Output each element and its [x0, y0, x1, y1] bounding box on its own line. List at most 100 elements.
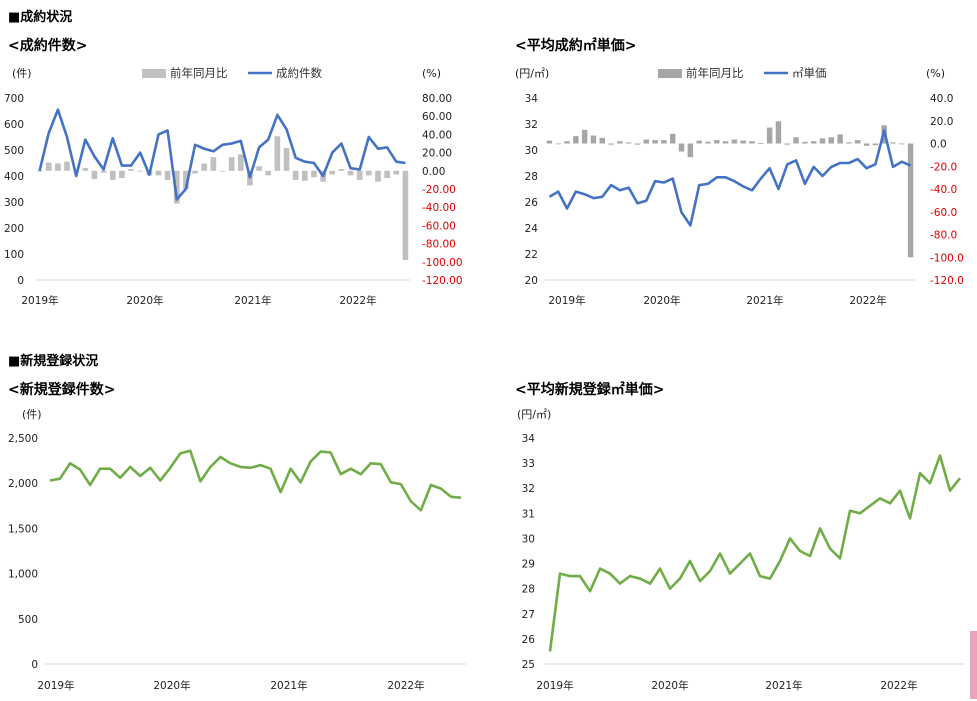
- yoy-bar: [696, 140, 702, 144]
- section-title-contracts: ■成約状況: [8, 10, 73, 25]
- yoy-bar: [634, 143, 641, 145]
- yoy-bar: [338, 168, 345, 171]
- yoy-bar: [82, 168, 89, 171]
- yoy-bar: [573, 136, 579, 144]
- yoy-bar: [678, 143, 685, 152]
- y-left-tick-label: 600: [4, 119, 24, 131]
- y-left-tick-label: 34: [522, 433, 536, 445]
- y-left-tick-label: 26: [525, 197, 539, 209]
- y-right-unit: (%): [926, 67, 945, 80]
- yoy-bar: [155, 170, 162, 176]
- y-left-tick-label: 100: [4, 249, 24, 261]
- yoy-bar: [173, 170, 180, 204]
- y-left-tick-label: 2,000: [8, 478, 38, 490]
- x-tick-label: 2021年: [270, 679, 307, 692]
- chart-title-contract-count: <成約件数>: [8, 38, 88, 54]
- yoy-bar: [890, 142, 896, 144]
- yoy-bar: [837, 134, 843, 144]
- y-left-tick-label: 30: [522, 533, 535, 545]
- yoy-bar: [311, 170, 317, 178]
- yoy-bar: [119, 170, 125, 179]
- x-tick-label: 2020年: [651, 679, 688, 692]
- yoy-bar: [661, 140, 667, 144]
- chart-title-new-listing-unit-price: <平均新規登録㎡単価>: [515, 382, 665, 398]
- y-right-tick-label: 80.00: [422, 93, 452, 105]
- y-left-tick-label: 26: [522, 634, 536, 646]
- yoy-bar: [366, 170, 372, 176]
- yoy-bar: [402, 170, 409, 260]
- x-tick-label: 2022年: [387, 679, 424, 692]
- y-left-tick-label: 28: [522, 584, 535, 596]
- y-left-tick-label: 28: [525, 171, 538, 183]
- y-left-tick-label: 0: [17, 275, 24, 287]
- x-tick-label: 2020年: [126, 294, 163, 307]
- yoy-bar: [347, 170, 354, 176]
- y-left-tick-label: 300: [4, 197, 24, 209]
- chart-title-contract-unit-price: <平均成約㎡単価>: [515, 38, 637, 54]
- y-left-tick-label: 34: [525, 93, 539, 105]
- yoy-bar: [740, 140, 746, 144]
- legend-label-bar: 前年同月比: [170, 66, 228, 80]
- yoy-bar: [766, 127, 773, 144]
- yoy-bar: [855, 140, 861, 144]
- y-left-tick-label: 29: [522, 559, 535, 571]
- x-tick-label: 2022年: [880, 679, 917, 692]
- yoy-bar: [731, 139, 738, 144]
- yoy-bar: [784, 143, 790, 145]
- y-left-tick-label: 0: [31, 659, 38, 671]
- yoy-bar: [863, 143, 870, 146]
- yoy-bar: [810, 141, 817, 144]
- yoy-bar: [100, 170, 107, 173]
- yoy-bar: [670, 133, 676, 144]
- legend-label-bar: 前年同月比: [686, 66, 744, 80]
- y-right-tick-label: -60.00: [422, 220, 456, 232]
- yoy-bar: [128, 168, 134, 171]
- y-left-tick-label: 22: [525, 249, 538, 261]
- x-tick-label: 2021年: [234, 294, 271, 307]
- yoy-bar: [201, 163, 208, 171]
- yoy-bar: [608, 143, 614, 145]
- yoy-bar: [705, 141, 711, 144]
- scroll-marker: [970, 631, 977, 699]
- y-right-tick-label: -120.00: [422, 275, 463, 287]
- yoy-bar: [329, 170, 336, 175]
- y-left-tick-label: 31: [522, 508, 535, 520]
- yoy-bar: [793, 137, 799, 144]
- yoy-bar: [36, 170, 43, 172]
- yoy-bar: [564, 141, 570, 144]
- y-left-tick-label: 2,500: [8, 433, 38, 445]
- yoy-bar: [846, 142, 852, 144]
- yoy-bar: [749, 141, 755, 144]
- y-left-tick-label: 1,000: [8, 569, 38, 581]
- y-left-tick-label: 500: [18, 614, 38, 626]
- y-right-tick-label: 20.00: [422, 148, 452, 160]
- y-left-tick-label: 200: [4, 223, 24, 235]
- yoy-bar: [643, 139, 650, 144]
- y-left-tick-label: 27: [522, 609, 535, 621]
- yoy-bar: [546, 140, 553, 144]
- y-left-tick-label: 30: [525, 145, 538, 157]
- yoy-bar: [828, 137, 835, 144]
- yoy-bar: [393, 170, 400, 175]
- series-line: [49, 449, 462, 512]
- yoy-bar: [625, 142, 632, 144]
- yoy-bar: [109, 170, 116, 180]
- y-left-tick-label: 33: [522, 458, 535, 470]
- x-tick-label: 2019年: [21, 294, 58, 307]
- yoy-bar: [722, 141, 729, 144]
- y-right-tick-label: -60.0: [930, 207, 957, 219]
- yoy-bar: [192, 170, 198, 174]
- yoy-bar: [55, 163, 61, 171]
- y-right-tick-label: -80.00: [422, 239, 456, 251]
- yoy-bar: [872, 143, 879, 146]
- y-right-tick-label: 20.0: [930, 116, 953, 128]
- y-left-tick-label: 24: [525, 223, 539, 235]
- yoy-bar: [375, 170, 381, 182]
- legend-label-line: ㎡単価: [792, 66, 827, 80]
- y-right-tick-label: -100.0: [930, 252, 964, 264]
- yoy-bar: [652, 140, 658, 144]
- y-left-tick-label: 700: [4, 93, 24, 105]
- y-right-tick-label: 0.00: [422, 166, 445, 178]
- y-left-unit: (円/㎡): [515, 67, 549, 80]
